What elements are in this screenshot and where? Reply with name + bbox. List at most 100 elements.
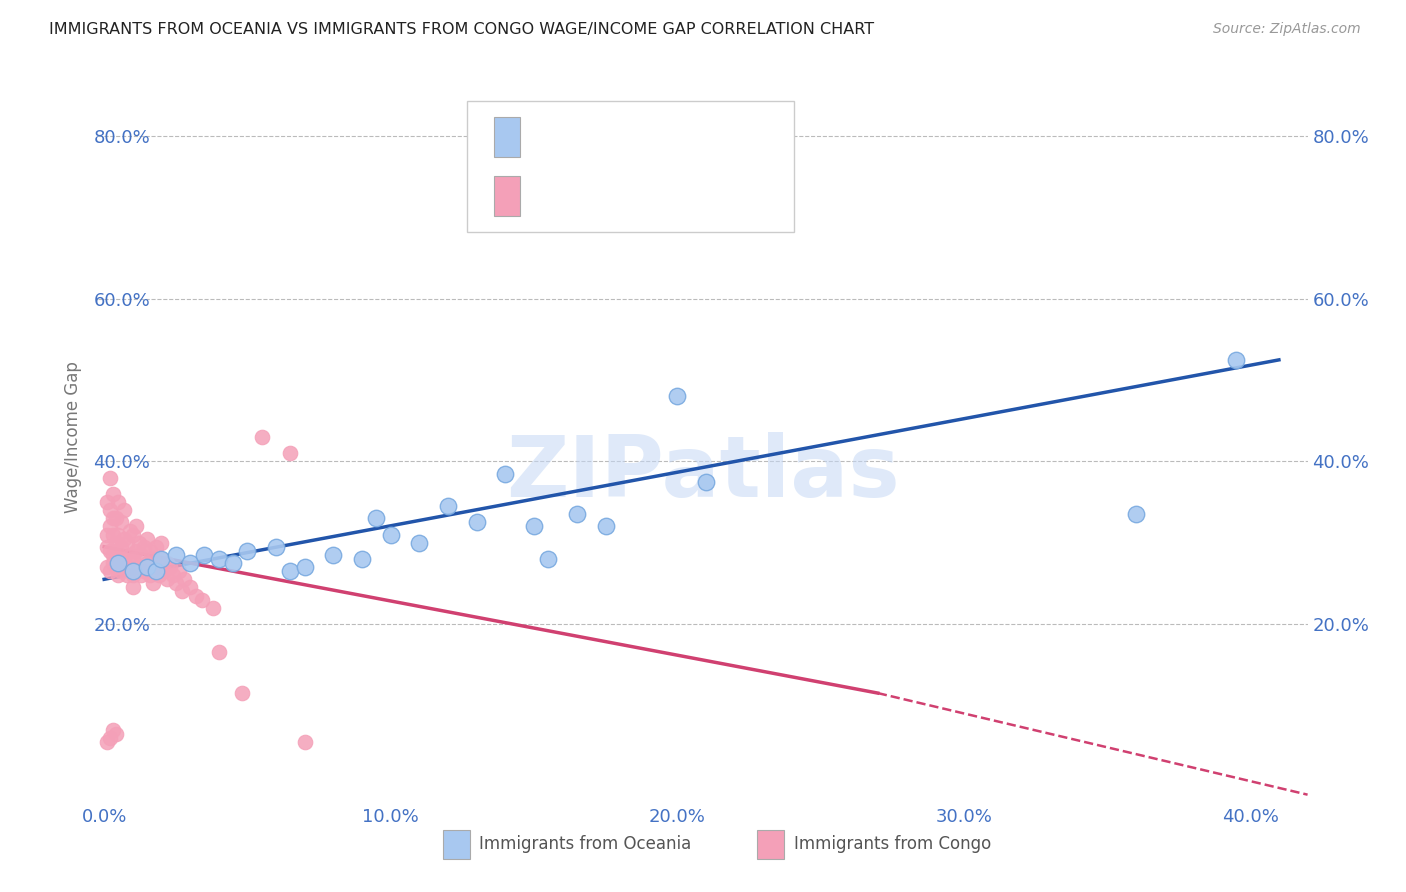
Point: [250, 430, 273, 444]
Point: [148, 568, 170, 582]
Bar: [758, 830, 785, 859]
Point: [104, 560, 127, 574]
Point: [167, 564, 190, 578]
Point: [523, 519, 546, 533]
Point: [128, 535, 150, 549]
Point: [107, 495, 129, 509]
Point: [101, 527, 124, 541]
Point: [208, 645, 231, 659]
Point: [107, 552, 129, 566]
Text: IMMIGRANTS FROM OCEANIA VS IMMIGRANTS FROM CONGO WAGE/INCOME GAP CORRELATION CHA: IMMIGRANTS FROM OCEANIA VS IMMIGRANTS FR…: [49, 22, 875, 37]
Text: 0.376: 0.376: [589, 128, 652, 145]
Point: [165, 548, 187, 562]
Point: [170, 584, 193, 599]
Point: [173, 572, 195, 586]
Point: [150, 552, 173, 566]
Point: [153, 564, 176, 578]
Text: Source: ZipAtlas.com: Source: ZipAtlas.com: [1213, 22, 1361, 37]
Point: [121, 568, 143, 582]
Point: [437, 499, 460, 513]
Point: [121, 552, 143, 566]
Point: [208, 552, 231, 566]
Point: [101, 548, 124, 562]
Point: [112, 503, 135, 517]
Point: [1125, 508, 1147, 522]
Point: [565, 508, 588, 522]
Point: [202, 600, 225, 615]
Point: [121, 564, 143, 578]
Point: [118, 548, 141, 562]
Point: [280, 446, 302, 460]
Point: [115, 568, 138, 582]
Point: [121, 581, 143, 595]
Point: [380, 527, 402, 541]
Point: [142, 576, 165, 591]
Point: [104, 727, 127, 741]
Point: [366, 511, 388, 525]
Point: [179, 556, 201, 570]
Point: [162, 568, 184, 582]
Text: Immigrants from Oceania: Immigrants from Oceania: [479, 836, 692, 854]
Point: [150, 552, 173, 566]
Point: [96, 540, 118, 554]
Point: [124, 519, 146, 533]
Point: [124, 544, 146, 558]
Text: ZIPatlas: ZIPatlas: [506, 432, 900, 516]
Point: [193, 548, 215, 562]
Point: [128, 560, 150, 574]
Point: [465, 516, 488, 530]
Point: [98, 503, 121, 517]
Point: [134, 564, 156, 578]
Point: [408, 535, 430, 549]
Point: [96, 560, 118, 574]
Point: [104, 535, 127, 549]
Point: [280, 564, 302, 578]
Point: [537, 552, 560, 566]
Point: [150, 535, 173, 549]
Point: [134, 540, 156, 554]
Text: N =: N =: [672, 128, 709, 145]
Point: [101, 511, 124, 525]
Point: [96, 527, 118, 541]
Point: [236, 544, 259, 558]
Point: [1225, 352, 1247, 367]
Point: [98, 471, 121, 485]
Point: [96, 495, 118, 509]
Point: [96, 735, 118, 749]
Point: [107, 568, 129, 582]
Text: -0.204: -0.204: [589, 187, 654, 205]
Point: [294, 560, 316, 574]
Point: [101, 487, 124, 501]
Point: [165, 576, 187, 591]
Point: [115, 535, 138, 549]
Point: [179, 581, 201, 595]
Point: [112, 532, 135, 546]
Point: [145, 540, 167, 554]
Text: 30: 30: [717, 128, 742, 145]
Point: [98, 544, 121, 558]
Point: [145, 564, 167, 578]
Point: [190, 592, 212, 607]
Point: [112, 552, 135, 566]
Point: [666, 389, 689, 403]
Point: [131, 568, 153, 582]
Point: [139, 544, 162, 558]
Bar: [494, 176, 520, 216]
Text: Immigrants from Congo: Immigrants from Congo: [793, 836, 991, 854]
Point: [110, 516, 132, 530]
Point: [101, 723, 124, 737]
Point: [222, 556, 245, 570]
Point: [139, 568, 162, 582]
Point: [136, 532, 159, 546]
Bar: [443, 830, 470, 859]
Bar: [494, 117, 520, 157]
Point: [110, 564, 132, 578]
Point: [107, 527, 129, 541]
Point: [121, 527, 143, 541]
Point: [104, 511, 127, 525]
Point: [136, 556, 159, 570]
Point: [115, 560, 138, 574]
Point: [142, 552, 165, 566]
Point: [110, 540, 132, 554]
Point: [695, 475, 717, 489]
